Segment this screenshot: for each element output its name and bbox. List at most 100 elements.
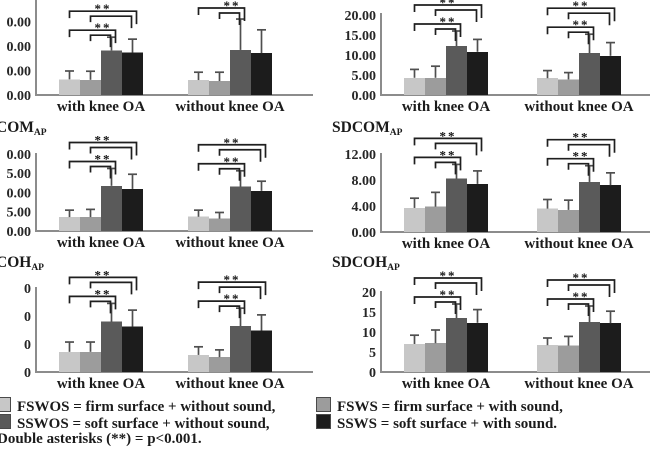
sig-bracket-inner [567,162,590,176]
sig-asterisks: ** [224,135,241,150]
sig-bracket-inner [434,142,478,156]
chart-title: COMAP [0,119,47,138]
bar-FSWOS [404,207,425,232]
chart-top-left: 0.00 0.00 0.00 0.00 with knee OA ** ** without … [7,0,313,113]
sig-bracket-inner [567,303,590,316]
bar-FSWS [80,79,101,95]
bar-FSWOS [59,351,80,372]
y-tick-label: 0.00 [7,89,32,104]
sig-asterisks: ** [440,14,457,29]
sig-asterisks: ** [224,0,241,13]
bar-SSWOS [230,326,251,372]
sig-bracket-outer [546,298,595,312]
y-tick-label: 0.00 [7,16,32,31]
legend-label-fswos: FSWOS = firm surface + without sound, [17,399,276,415]
y-tick-label: 8.00 [352,174,377,189]
category-label: with knee OA [402,99,491,113]
y-tick-label: 4.00 [352,200,377,215]
y-tick-label: 5.00 [7,206,32,221]
bar-FSWS [209,218,230,231]
y-tick-label: 0.00 [7,186,32,201]
bar-FSWOS [404,77,425,95]
bar-SSWOS [230,49,251,95]
sig-bracket-inner [218,286,262,300]
sig-bracket-outer [197,143,267,158]
sig-bracket-inner [89,300,112,314]
bar-SSWS [467,183,488,232]
sig-asterisks: ** [440,147,457,162]
bar-SSWOS [101,50,122,95]
bar-SSWS [122,52,143,95]
sig-bracket-outer [68,10,138,25]
chart-coh-ap: 0 0 0 0 COHAP with knee OA ** ** without knee OA… [0,254,313,392]
legend-item-fsws: FSWS = firm surface + with sound, [316,397,563,416]
sig-asterisks: ** [573,149,590,164]
sig-asterisks: ** [573,0,590,13]
bar-FSWOS [537,78,558,95]
bar-SSWS [467,51,488,95]
bar-FSWOS [59,79,80,95]
bar-FSWOS [404,344,425,372]
sig-bracket-outer [546,279,616,293]
y-tick-label: 0.00 [7,148,32,163]
sig-asterisks: ** [95,132,112,147]
sig-asterisks: ** [95,1,112,16]
bar-FSWS [80,217,101,231]
sig-asterisks: ** [95,267,112,282]
sig-bracket-outer [413,4,483,18]
sig-asterisks: ** [573,289,590,304]
sig-bracket-inner [567,12,611,26]
sig-bracket-outer [68,295,117,310]
sig-bracket-inner [89,15,133,29]
sig-bracket-inner [434,9,478,22]
chart-title: COHAP [0,254,44,273]
category-label: with knee OA [57,99,146,113]
bar-SSWOS [101,321,122,372]
sig-bracket-inner [218,167,241,181]
chart-title-subscript: AP [34,128,47,138]
sig-bracket-outer [197,162,246,177]
bar-SSWOS [446,46,467,95]
sig-bracket-outer [413,296,462,310]
sig-bracket-outer [413,23,462,37]
chart-title: SDCOMAP [332,119,403,138]
sig-bracket-inner [567,31,590,45]
sig-bracket-outer [546,157,595,172]
category-label: without knee OA [524,236,633,252]
chart-title: SDCOHAP [332,254,400,273]
sig-asterisks: ** [440,0,457,10]
sig-bracket-outer [197,7,246,21]
bar-FSWS [558,345,579,372]
sig-bracket-outer [546,26,595,41]
sig-asterisks: ** [95,20,112,35]
bar-SSWOS [446,178,467,232]
bar-SSWOS [579,322,600,372]
legend-swatch-sswos [0,414,11,429]
y-tick-label: 12.00 [345,148,377,163]
legend-item-fswos: FSWOS = firm surface + without sound, [0,397,275,416]
legend-swatch-fswos [0,397,11,412]
sig-bracket-inner [218,148,262,162]
y-tick-label: 0 [24,338,31,353]
sig-asterisks: ** [440,287,457,302]
legend-label-fsws: FSWS = firm surface + with sound, [337,399,563,415]
sig-bracket-outer [413,137,483,152]
y-tick-label: 15.00 [345,29,377,44]
chart-sdcoh-ap: 20 15 10 5 0 SDCOHAP with knee OA ** ** without k… [332,254,650,392]
y-tick-label: 0.00 [352,226,377,241]
bar-SSWS [600,185,621,232]
sig-bracket-outer [413,277,483,291]
legend-swatch-ssws [316,414,331,429]
bar-FSWS [209,357,230,372]
bar-SSWS [251,53,272,95]
sig-bracket-outer [546,138,616,153]
chart-title-subscript: AP [31,263,44,273]
sig-bracket-inner [567,284,611,297]
bar-FSWOS [188,216,209,231]
y-tick-label: 0 [369,366,376,381]
sig-asterisks: ** [573,130,590,145]
sig-bracket-outer [197,300,246,315]
category-label: without knee OA [175,376,284,392]
y-tick-label: 5 [369,346,376,361]
